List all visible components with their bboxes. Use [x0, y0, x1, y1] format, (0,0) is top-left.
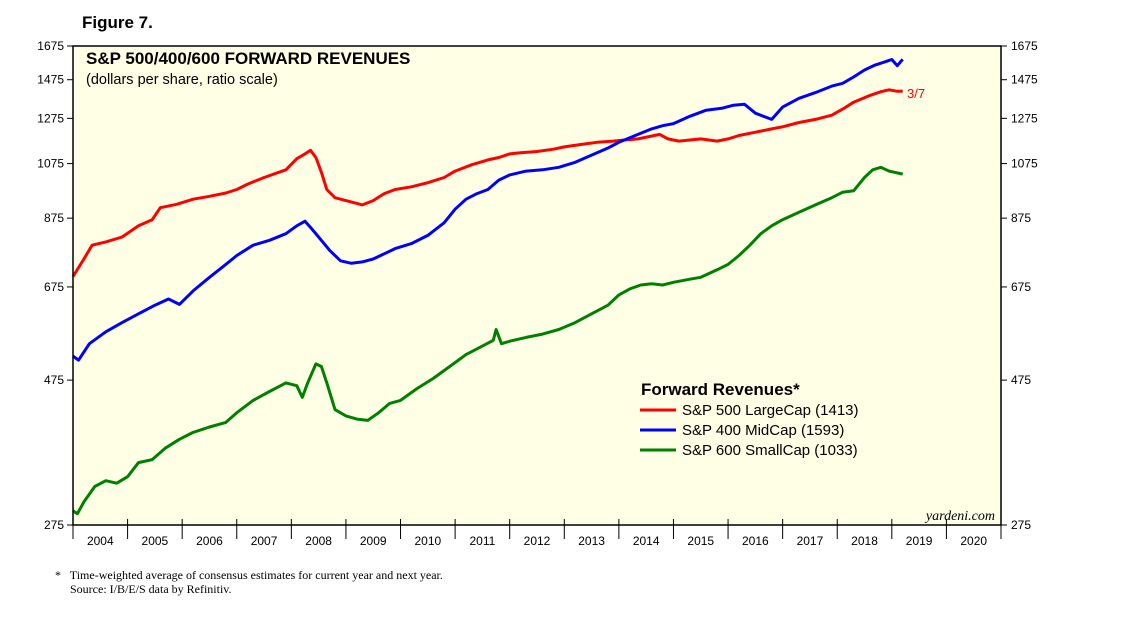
x-tick-label-14: 2018	[851, 534, 878, 548]
y-tick-label-left-0: 275	[44, 518, 64, 532]
x-tick-label-10: 2014	[633, 534, 660, 548]
x-tick-label-7: 2011	[470, 534, 496, 548]
y-tick-label-right-5: 1275	[1011, 111, 1038, 125]
series-lines	[71, 58, 904, 516]
x-tick-label-6: 2010	[414, 534, 441, 548]
legend-label-sp500: S&P 500 LargeCap (1413)	[682, 402, 859, 419]
y-tick-label-left-3: 875	[44, 211, 64, 225]
x-tick-label-2: 2006	[196, 534, 223, 548]
x-tick-label-15: 2019	[906, 534, 933, 548]
x-tick-label-16: 2020	[960, 534, 987, 548]
chart-title: S&P 500/400/600 FORWARD REVENUES	[86, 49, 410, 68]
legend: Forward Revenues* S&P 500 LargeCap (1413…	[640, 380, 859, 459]
x-tick-label-11: 2015	[687, 534, 714, 548]
y-tick-label-left-7: 1675	[37, 39, 64, 53]
end-annotation: 3/7	[907, 86, 925, 101]
y-tick-label-left-6: 1475	[37, 73, 64, 87]
figure-label: Figure 7.	[82, 13, 153, 32]
y-tick-label-right-7: 1675	[1011, 39, 1038, 53]
y-tick-label-left-5: 1275	[37, 111, 64, 125]
x-tick-label-0: 2004	[87, 534, 114, 548]
y-tick-label-right-1: 475	[1011, 373, 1031, 387]
footnote: * Time-weighted average of consensus est…	[55, 568, 443, 596]
x-tick-label-3: 2007	[251, 534, 278, 548]
y-tick-label-right-6: 1475	[1011, 73, 1038, 87]
y-tick-label-left-2: 675	[44, 280, 64, 294]
source-label: yardeni.com	[924, 509, 995, 524]
x-tick-label-4: 2008	[305, 534, 332, 548]
footnote-line-1: * Time-weighted average of consensus est…	[55, 568, 443, 582]
plot-background	[73, 46, 1001, 525]
x-tick-label-5: 2009	[360, 534, 387, 548]
footnote-source: Source: I/B/E/S data by Refinitiv.	[70, 582, 232, 596]
x-tick-label-9: 2013	[578, 534, 605, 548]
axis-ticks: 275 275 475 475 675 675 875 875 1075 1075 1275 1275…	[37, 39, 1038, 548]
legend-title: Forward Revenues*	[641, 380, 800, 399]
y-tick-label-right-2: 675	[1011, 280, 1031, 294]
legend-label-sp600: S&P 600 SmallCap (1033)	[682, 442, 858, 459]
series-line-1	[72, 58, 904, 362]
x-tick-label-13: 2017	[797, 534, 824, 548]
x-tick-label-8: 2012	[524, 534, 551, 548]
y-tick-label-right-4: 1075	[1011, 157, 1038, 171]
footnote-marker: *	[55, 568, 61, 582]
series-line-0	[71, 88, 903, 278]
y-tick-label-left-1: 475	[44, 373, 64, 387]
chart-subtitle: (dollars per share, ratio scale)	[86, 72, 278, 88]
plot-frame	[72, 45, 1002, 526]
footnote-text: Time-weighted average of consensus estim…	[69, 568, 443, 582]
y-tick-label-right-0: 275	[1011, 518, 1031, 532]
footnote-line-2: Source: I/B/E/S data by Refinitiv.	[55, 582, 443, 596]
legend-label-sp400: S&P 400 MidCap (1593)	[682, 422, 844, 439]
x-tick-label-12: 2016	[742, 534, 769, 548]
y-tick-label-right-3: 875	[1011, 211, 1031, 225]
x-tick-label-1: 2005	[142, 534, 169, 548]
series-line-2	[72, 165, 904, 516]
y-tick-label-left-4: 1075	[37, 157, 64, 171]
